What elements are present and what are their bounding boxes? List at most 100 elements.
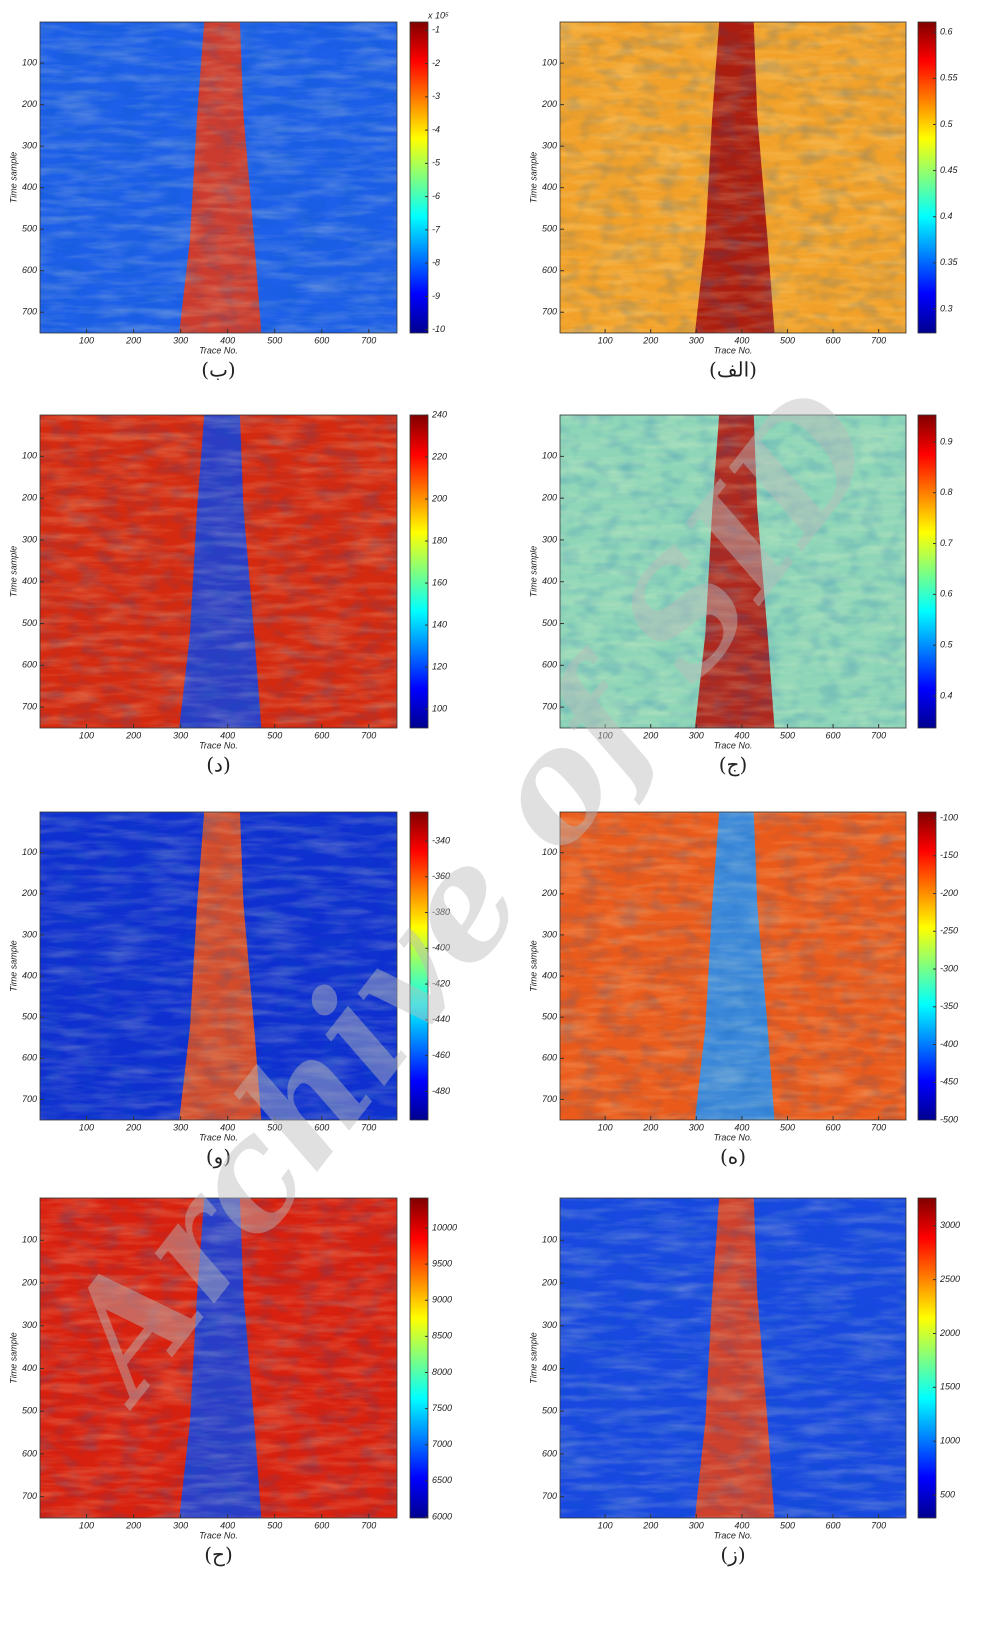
colorbar [409, 811, 429, 1121]
y-tick-label: 700 [542, 1094, 557, 1104]
colorbar-tick-label: 3000 [940, 1220, 960, 1230]
x-tick-label: 500 [780, 1122, 795, 1132]
panel: 100 200 300 400 500 600 700 100 200 300 400 500 600 7… [8, 1197, 457, 1567]
x-tick-label: 600 [826, 1122, 841, 1132]
colorbar-tick-label: 6000 [432, 1511, 452, 1521]
y-tick-label: 600 [22, 660, 37, 670]
x-tick-label: 100 [598, 335, 613, 345]
colorbar-tick-label: 0.5 [940, 640, 954, 650]
colorbar-tick-label: 180 [432, 535, 447, 545]
y-tick-label: 700 [542, 701, 557, 711]
caption: (و) [206, 1145, 231, 1169]
y-tick-label: 200 [21, 493, 37, 503]
colorbar-tick-label: 0.5 [940, 119, 954, 129]
colorbar-scale: x 10⁵ [427, 10, 449, 20]
colorbar-tick-label: 0.8 [940, 487, 953, 497]
y-tick-label: 300 [542, 141, 557, 151]
colorbar-tick-label: -4 [432, 124, 440, 134]
x-tick-label: 600 [314, 335, 329, 345]
colorbar-tick-label: 500 [940, 1489, 955, 1499]
colorbar [917, 414, 937, 729]
x-tick-label: 700 [361, 1122, 376, 1132]
y-tick-label: 500 [542, 618, 557, 628]
colorbar-tick-label: -360 [432, 871, 450, 881]
x-tick-label: 100 [598, 730, 613, 740]
colorbar-tick-label: -420 [432, 978, 450, 988]
y-tick-label: 600 [22, 1053, 37, 1063]
x-tick-label: 400 [734, 1520, 749, 1530]
plot-frame [559, 414, 907, 729]
y-tick-label: 700 [22, 307, 37, 317]
x-axis-label: Trace No. [714, 1530, 753, 1540]
y-tick-label: 600 [542, 265, 557, 275]
y-tick-label: 200 [541, 888, 557, 898]
x-tick-label: 500 [267, 730, 282, 740]
x-tick-label: 300 [173, 1520, 188, 1530]
plot-frame [39, 1197, 398, 1519]
x-tick-label: 100 [79, 1122, 94, 1132]
heatmap-texture [560, 22, 906, 333]
heatmap-image [560, 1198, 906, 1518]
y-tick-label: 400 [22, 970, 37, 980]
y-tick-label: 200 [541, 99, 557, 109]
colorbar-tick-label: 1000 [940, 1436, 960, 1446]
heatmap-texture [560, 415, 906, 728]
y-tick-label: 200 [541, 493, 557, 503]
x-tick-label: 200 [642, 1122, 658, 1132]
colorbar-tick-label: 2000 [939, 1328, 960, 1338]
x-tick-label: 600 [826, 1520, 841, 1530]
colorbar-tick-label: -300 [940, 963, 958, 973]
colorbar-tick-label: 0.55 [940, 73, 959, 83]
plot-frame [559, 1197, 907, 1519]
y-tick-label: 400 [542, 1363, 557, 1373]
x-tick-label: 400 [734, 335, 749, 345]
colorbar-tick-label: 220 [431, 451, 447, 461]
x-tick-label: 400 [220, 1520, 235, 1530]
colorbar-tick-label: 7000 [432, 1439, 452, 1449]
y-axis-label: Time sample [8, 1332, 18, 1383]
heatmap-image [40, 812, 397, 1120]
x-tick-label: 700 [871, 1122, 886, 1132]
y-axis-label: Time sample [8, 940, 18, 991]
heatmap-texture [40, 415, 397, 728]
plot-frame [39, 21, 398, 334]
y-tick-label: 500 [542, 224, 557, 234]
heatmap-image [40, 22, 397, 333]
plot-frame [559, 811, 907, 1121]
colorbar-tick-label: 120 [432, 661, 447, 671]
panel: 100 200 300 400 500 600 700 100 200 300 400 500 600 7… [528, 811, 958, 1169]
y-tick-label: 500 [22, 224, 37, 234]
x-axis-label: Trace No. [199, 345, 238, 355]
x-tick-label: 100 [79, 335, 94, 345]
x-tick-label: 100 [79, 730, 94, 740]
y-tick-label: 300 [22, 929, 37, 939]
colorbar-tick-label: 6500 [432, 1475, 452, 1485]
colorbar-tick-label: 0.3 [940, 303, 953, 313]
colorbar-tick-label: -150 [940, 850, 958, 860]
x-tick-label: 700 [361, 730, 376, 740]
caption: (ه) [720, 1145, 746, 1169]
colorbar-tick-label: -6 [432, 191, 440, 201]
colorbar-tick-label: 0.4 [940, 690, 953, 700]
y-axis-label: Time sample [528, 546, 538, 597]
x-tick-label: 500 [780, 1520, 795, 1530]
x-axis-label: Trace No. [199, 1530, 238, 1540]
x-tick-label: 500 [267, 1122, 282, 1132]
y-tick-label: 300 [22, 141, 37, 151]
x-tick-label: 200 [642, 335, 658, 345]
y-axis-label: Time sample [528, 1332, 538, 1383]
y-tick-label: 600 [542, 1448, 557, 1458]
x-axis-label: Trace No. [714, 740, 753, 750]
colorbar-tick-label: 0.7 [940, 538, 954, 548]
heatmap-texture [560, 812, 906, 1120]
y-tick-label: 500 [542, 1406, 557, 1416]
heatmap-texture [40, 812, 397, 1120]
x-tick-label: 200 [125, 335, 141, 345]
panel: 100 200 300 400 500 600 700 100 200 300 400 500 600 7… [8, 409, 447, 776]
x-tick-label: 300 [689, 1122, 704, 1132]
colorbar [917, 21, 937, 334]
y-tick-label: 400 [542, 576, 557, 586]
colorbar-tick-label: 8000 [432, 1367, 452, 1377]
colorbar-tick-label: -100 [940, 812, 958, 822]
